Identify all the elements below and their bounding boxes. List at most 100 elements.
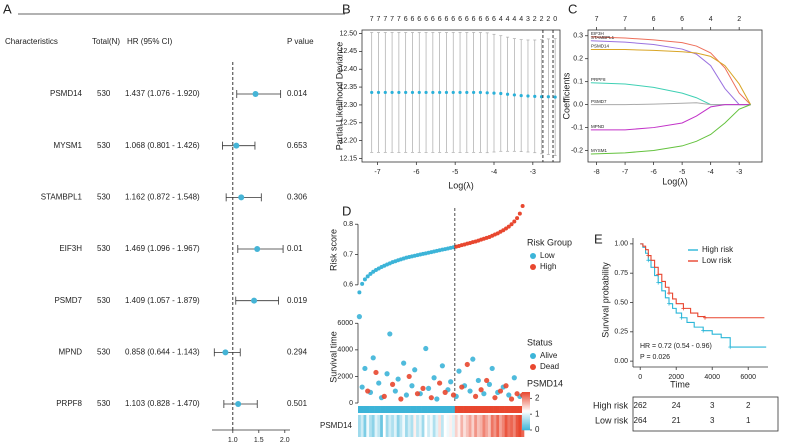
survival-point: [387, 331, 393, 337]
x-tick-label: -3: [736, 169, 742, 176]
row-name: STAMBPL1: [41, 192, 83, 201]
group-bar-cell: [429, 406, 433, 413]
y-tick-label: -0.2: [571, 147, 583, 154]
group-bar-cell: [518, 406, 522, 413]
y-tick-label: 0.00: [614, 358, 628, 365]
colorbar-step: [522, 403, 530, 405]
y-tick-label: 1.00: [614, 241, 628, 248]
censor-mark: [656, 280, 661, 285]
heatmap-cell: [405, 415, 409, 437]
group-bar-cell: [482, 406, 486, 413]
heatmap-cell: [438, 415, 442, 437]
survival-point: [406, 373, 412, 380]
colorbar-title: PSMD14: [527, 378, 563, 388]
y-tick-label: 0.2: [573, 56, 583, 63]
nonzero-count: 7: [370, 16, 374, 23]
risk-table-frame: [632, 396, 779, 432]
survival-point: [492, 395, 498, 401]
group-bar-cell: [507, 406, 511, 413]
cv-point: [499, 91, 503, 96]
row-total: 530: [97, 244, 111, 253]
survival-point: [401, 360, 407, 366]
nonzero-count: 2: [546, 16, 550, 23]
legend-swatch: [530, 353, 536, 359]
path-label: MYSM1: [591, 148, 608, 153]
survival-point: [389, 381, 396, 387]
risk-table-row-label: Low risk: [595, 415, 629, 425]
heatmap-cell: [416, 415, 420, 437]
group-bar-cell: [435, 406, 439, 413]
censor-mark: [701, 328, 706, 333]
heatmap-cell: [380, 415, 384, 437]
at-risk-count: 262: [634, 401, 648, 410]
survival-point: [409, 383, 415, 389]
heatmap-cell: [493, 415, 497, 437]
path-label: PSMD14: [591, 44, 610, 49]
x-axis-title: Log(λ): [662, 176, 688, 186]
survival-point: [403, 392, 410, 398]
y-tick-label: 12.30: [339, 102, 357, 109]
coef-path: [590, 104, 751, 131]
x-tick-label: -7: [374, 169, 380, 176]
group-bar-cell: [449, 406, 453, 413]
row-hr-ci: 1.409 (1.057 - 1.879): [125, 296, 200, 305]
colorbar-step: [522, 422, 530, 424]
group-bar-cell: [374, 406, 378, 413]
colorbar-step: [522, 412, 530, 414]
group-bar-cell: [418, 406, 422, 413]
cv-point: [492, 91, 496, 95]
x-tick-label: -6: [413, 169, 419, 176]
y-tick-label: 0.7: [343, 251, 353, 258]
annotation: HR = 0.72 (0.54 - 0.96): [640, 343, 712, 350]
heatmap-cell: [452, 415, 456, 437]
heatmap-cell: [366, 415, 370, 437]
nonzero-count: 6: [404, 16, 408, 23]
risk-point: [506, 224, 511, 229]
row-hr-ci: 1.162 (0.872 - 1.548): [125, 192, 200, 201]
group-bar-cell: [410, 406, 414, 413]
nonzero-count: 0: [553, 16, 557, 23]
y-tick-label: 12.15: [339, 155, 357, 162]
heatmap-cell: [479, 415, 483, 437]
heatmap-cell: [360, 415, 364, 437]
group-bar-cell: [407, 406, 411, 413]
heatmap-cell: [429, 415, 433, 437]
heatmap-cell: [435, 415, 439, 437]
survival-point: [459, 384, 465, 390]
cv-point: [519, 94, 523, 98]
heatmap-cell: [427, 415, 431, 437]
nonzero-count: 4: [519, 16, 523, 23]
y-tick-label: 12.40: [339, 66, 357, 73]
nonzero-count: 7: [383, 16, 387, 23]
heatmap-cell: [460, 415, 464, 437]
censor-mark: [667, 301, 671, 306]
group-bar-cell: [402, 406, 406, 413]
survival-point: [431, 375, 437, 381]
survival-point: [434, 396, 440, 402]
cv-point: [526, 94, 530, 98]
cv-point: [485, 91, 489, 95]
risk-point: [509, 222, 514, 227]
heatmap-cell: [377, 415, 381, 437]
cv-point: [438, 90, 442, 95]
heatmap-cell: [485, 415, 489, 437]
heatmap-cell: [358, 415, 362, 437]
x-tick-label: 6000: [740, 374, 756, 381]
row-hr-ci: 0.858 (0.644 - 1.143): [125, 347, 200, 356]
heatmap-cell: [385, 415, 389, 437]
legend-label: Low risk: [702, 256, 732, 265]
group-bar-cell: [399, 406, 403, 413]
group-bar-cell: [479, 406, 483, 413]
colorbar-step: [522, 405, 530, 408]
cv-point: [512, 93, 516, 97]
group-bar-cell: [499, 406, 503, 413]
x-tick-label: 0: [638, 374, 642, 381]
coef-path: [590, 40, 751, 106]
column-header: Characteristics: [5, 37, 58, 46]
censor-mark: [656, 272, 661, 277]
censor-mark: [667, 291, 671, 296]
colorbar-step: [522, 392, 530, 394]
plot-frame: [361, 29, 561, 163]
colorbar-step: [522, 400, 530, 403]
